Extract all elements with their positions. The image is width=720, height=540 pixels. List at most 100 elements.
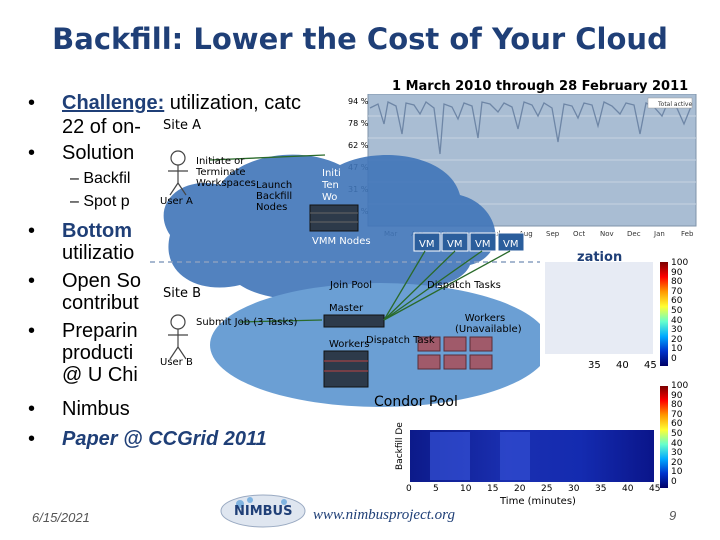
scale-label: 50 [671, 306, 683, 316]
scale-label: 30 [671, 448, 683, 459]
bullet-text: contribut [62, 292, 139, 314]
site-b-label: Site B [163, 286, 202, 301]
workspace-partial-2: Ten [322, 180, 339, 191]
heatmap-2-band [500, 432, 530, 480]
heatmap-2-x-ticks: 0 5 10 15 20 25 30 35 40 45 [406, 484, 666, 498]
scale-label: 40 [671, 438, 683, 449]
bullet-label: Bottom [62, 220, 132, 242]
footer-url[interactable]: www.nimbusproject.org [313, 507, 455, 523]
x-tick: 0 [406, 484, 412, 494]
bullet-text: 22 of on- [62, 116, 141, 138]
vm-label: VM [503, 239, 519, 250]
submit-job-label: Submit Job (3 Tasks) [196, 317, 298, 328]
bullet-text: Preparin [62, 320, 138, 342]
bullet-text: @ U Chi [62, 364, 138, 386]
scale-label: 60 [671, 296, 683, 307]
user-b-icon [168, 314, 188, 360]
x-tick: 25 [541, 484, 553, 494]
month-tick: Feb [681, 230, 694, 238]
scale-label: 100 [671, 381, 689, 391]
scale-label: 0 [671, 477, 677, 487]
x-tick: 30 [568, 484, 580, 494]
bullet-dot: • [28, 270, 36, 292]
bullet-dot: • [28, 92, 36, 114]
join-pool-label: Join Pool [330, 280, 373, 291]
x-tick: 35 [588, 360, 601, 371]
month-tick: Nov [600, 230, 614, 238]
vmm-server-stack [309, 204, 359, 232]
bullet-dot: • [28, 398, 36, 420]
unavailable-worker-grid [417, 336, 493, 370]
bullet-text: producti [62, 342, 134, 364]
logo-text: NIMBUS [234, 504, 293, 519]
x-tick: 35 [595, 484, 607, 494]
vm-label: VM [475, 239, 491, 250]
chart-title: 1 March 2010 through 28 February 2011 [392, 79, 689, 94]
sub-bullet: – Backfil [70, 170, 131, 187]
master-label: Master [329, 303, 364, 314]
bullet-text: utilization, catc [164, 92, 301, 114]
worker-servers [323, 350, 369, 388]
dispatch-tasks-label: Dispatch Tasks [427, 280, 501, 291]
heatmap-1-colorbar [660, 262, 668, 366]
nimbus-logo: NIMBUS [220, 494, 306, 528]
scale-label: 10 [671, 467, 683, 478]
chart-legend-label: Total active [657, 101, 692, 108]
x-tick: 5 [433, 484, 439, 494]
nimbus-logo-icon [220, 494, 306, 528]
scale-label: 10 [671, 344, 683, 355]
scale-label: 20 [671, 334, 683, 345]
bullet-label: Challenge: [62, 92, 165, 114]
y-tick: 78 % [348, 119, 369, 128]
bullet-dot: • [28, 320, 36, 342]
workspace-partial-3: Wo [322, 192, 338, 203]
month-tick: Dec [627, 230, 641, 238]
workspace-partial-1: Initi [322, 168, 341, 179]
vm-label: VM [447, 239, 463, 250]
bullet-text: Solution [62, 142, 135, 164]
bullet-text: Nimbus [62, 398, 130, 420]
x-tick: 45 [644, 360, 657, 371]
heatmap-2-xlabel: Time (minutes) [500, 496, 576, 507]
heatmap-2-ylabel: Backfill De [395, 422, 405, 470]
launch-label: Launch Backfill Nodes [256, 180, 293, 213]
scale-label: 60 [671, 419, 683, 430]
vm-boxes [413, 232, 525, 252]
x-tick: 20 [514, 484, 526, 494]
dispatch-task-label: Dispatch Task [366, 335, 435, 346]
footer-date: 6/15/2021 [32, 510, 90, 525]
vm-label: VM [419, 239, 435, 250]
scale-label: 40 [671, 315, 683, 326]
scale-label: 70 [671, 286, 683, 297]
month-tick: Oct [573, 230, 585, 238]
scale-label: 30 [671, 325, 683, 336]
month-tick: Jan [653, 230, 665, 238]
workers-unavailable-label: Workers (Unavailable) [455, 313, 522, 335]
x-tick: 15 [487, 484, 499, 494]
scale-label: 70 [671, 409, 683, 420]
heatmap-1-area [545, 262, 653, 354]
bullet-dot: • [28, 428, 36, 450]
page-number: 9 [669, 508, 677, 523]
bullet-text: Paper @ CCGrid 2011 [62, 428, 267, 450]
y-tick: 94 % [348, 97, 369, 106]
condor-pool-ellipse [210, 283, 540, 407]
scale-label: 90 [671, 267, 683, 278]
utilization-line [369, 101, 693, 155]
x-tick: 40 [622, 484, 634, 494]
scale-label: 80 [671, 400, 683, 411]
scale-label: 80 [671, 277, 683, 288]
scale-label: 20 [671, 457, 683, 468]
workspace-label: Workspace [306, 146, 361, 157]
dispatch-arrows [209, 154, 511, 323]
bullet-text: Open So [62, 270, 141, 292]
scale-label: 50 [671, 429, 683, 439]
bullet-dot: • [28, 220, 36, 242]
month-tick: Sep [546, 230, 560, 238]
scale-label: 100 [671, 258, 689, 268]
workers-label: Workers [329, 339, 370, 350]
x-tick: 40 [616, 360, 629, 371]
y-tick: 62 % [348, 141, 369, 150]
user-a-icon [168, 150, 188, 196]
heatmap-2-band [430, 432, 470, 480]
